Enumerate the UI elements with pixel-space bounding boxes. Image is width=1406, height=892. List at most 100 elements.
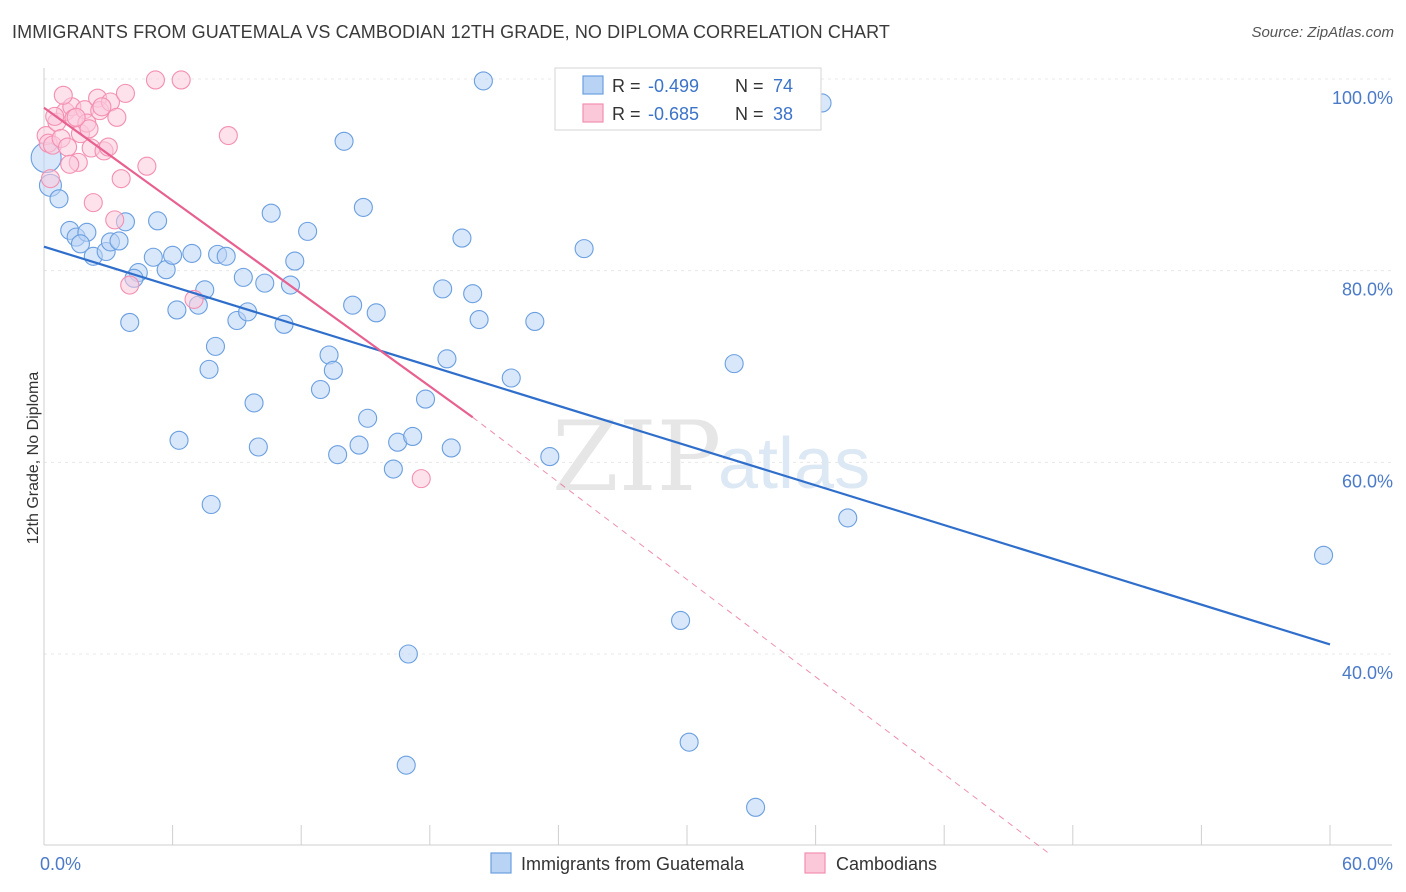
source-credit: Source: ZipAtlas.com [1251,24,1394,41]
point-cambodian [411,469,431,489]
point-cambodian [40,169,60,189]
point-cambodian [171,70,191,90]
stats-r-value-cambodian: -0.685 [648,104,699,124]
point-cambodian [107,107,127,127]
watermark: ZIP atlas [552,401,870,513]
point-guatemala [49,189,69,209]
point-cambodian [115,83,135,103]
trendline-guatemala [43,245,1331,646]
point-cambodian [79,119,99,139]
chart-title: IMMIGRANTS FROM GUATEMALA VS CAMBODIAN 1… [12,22,891,42]
point-guatemala [358,408,378,428]
trend-layer [43,106,1331,856]
point-cambodian [53,85,73,105]
legend-swatch-cambodian [804,852,826,874]
ticks-layer: 100.0% 80.0% 60.0% 40.0% 0.0% 60.0% [40,88,1393,874]
point-guatemala [415,389,436,409]
point-guatemala [328,445,348,465]
point-guatemala [199,359,219,379]
point-cambodian [218,125,238,146]
point-guatemala [1314,545,1334,565]
point-guatemala [334,131,354,151]
point-guatemala [433,279,453,299]
point-guatemala [398,644,418,664]
point-guatemala [233,267,253,287]
point-cambodian [105,210,125,230]
stats-n-label-cambodian: N = [735,104,764,124]
point-guatemala [353,197,373,217]
point-guatemala [216,246,236,266]
point-guatemala [201,494,221,515]
point-cambodian [83,193,103,213]
point-guatemala [163,245,183,265]
point-guatemala [261,203,281,223]
point-cambodian [92,97,112,117]
point-guatemala [574,239,594,259]
point-guatemala [248,437,268,457]
point-cambodian [60,154,80,174]
point-guatemala [838,508,858,528]
point-cambodian [111,169,131,189]
point-cambodian [120,275,140,295]
point-guatemala [463,284,483,304]
axes-layer [43,68,1392,846]
y-tick-label: 60.0% [1342,471,1393,491]
point-guatemala [310,379,331,400]
point-guatemala [70,234,90,254]
point-guatemala [501,368,521,388]
point-guatemala [525,311,545,332]
point-guatemala [143,247,163,267]
y-axis-label: 12th Grade, No Diploma [25,372,42,545]
stats-r-label-guatemala: R = [612,76,641,96]
point-guatemala [437,349,457,369]
point-guatemala [182,243,202,263]
points-layer [30,70,1334,817]
point-guatemala [724,354,744,374]
point-guatemala [746,797,766,817]
point-guatemala [473,71,493,91]
stats-r-label-cambodian: R = [612,104,641,124]
point-guatemala [298,221,318,241]
stats-r-value-guatemala: -0.499 [648,76,699,96]
y-tick-label: 100.0% [1332,88,1393,108]
grid-layer [44,78,1392,655]
point-cambodian [137,156,157,176]
point-guatemala [244,393,264,413]
point-guatemala [383,459,403,479]
stats-n-value-cambodian: 38 [773,104,793,124]
watermark-zip: ZIP [552,401,721,513]
point-cambodian [145,70,166,90]
y-tick-label: 80.0% [1342,280,1393,300]
point-guatemala [403,426,423,447]
point-guatemala [323,360,343,380]
point-guatemala [109,231,129,251]
point-guatemala [343,295,363,315]
point-guatemala [205,336,226,356]
point-guatemala [396,755,416,775]
point-guatemala [167,300,187,320]
point-cambodian [66,107,86,127]
point-guatemala [671,610,691,631]
point-guatemala [540,447,560,467]
point-guatemala [441,438,461,458]
bottom-legend: Immigrants from Guatemala Cambodians [490,852,937,874]
point-guatemala [169,430,189,450]
point-guatemala [120,312,140,332]
legend-label-cambodian: Cambodians [836,854,937,874]
legend-swatch-guatemala [490,852,512,874]
trendline-cambodian [43,106,474,419]
point-cambodian [58,137,78,157]
stats-n-value-guatemala: 74 [773,76,793,96]
legend-label-guatemala: Immigrants from Guatemala [521,854,745,874]
point-guatemala [452,228,472,248]
point-guatemala [148,211,168,231]
watermark-atlas: atlas [718,424,870,504]
x-tick-label: 60.0% [1342,854,1393,874]
point-guatemala [255,273,275,293]
stats-legend: R = -0.499 N = 74 R = -0.685 N = 38 [554,67,822,131]
stats-n-label-guatemala: N = [735,76,764,96]
stats-swatch-cambodian [582,103,604,123]
x-tick-label: 0.0% [40,854,81,874]
point-guatemala [285,251,305,271]
